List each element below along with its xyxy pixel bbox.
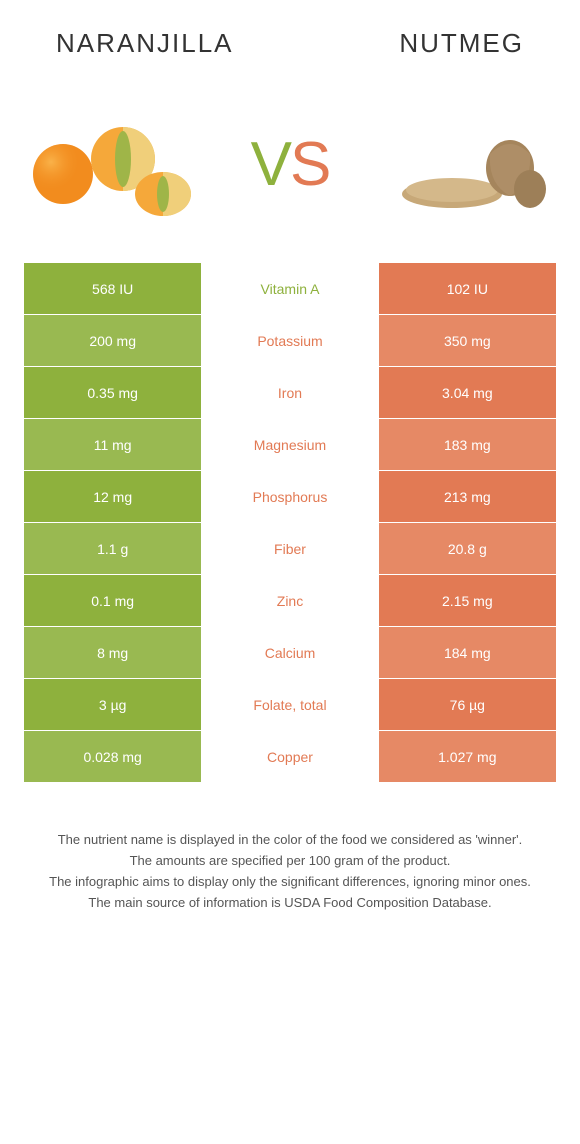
left-value: 12 mg <box>24 471 201 523</box>
note-line: The main source of information is USDA F… <box>32 894 548 913</box>
naranjilla-image <box>28 99 198 229</box>
title-left: NARANJILLA <box>56 28 234 59</box>
table-row: 1.1 gFiber20.8 g <box>24 523 556 575</box>
left-value: 568 IU <box>24 263 201 315</box>
nutrient-label: Copper <box>201 731 378 783</box>
left-value: 11 mg <box>24 419 201 471</box>
right-value: 102 IU <box>379 263 556 315</box>
right-value: 183 mg <box>379 419 556 471</box>
table-row: 3 µgFolate, total76 µg <box>24 679 556 731</box>
table-row: 0.028 mgCopper1.027 mg <box>24 731 556 783</box>
nutrient-label: Fiber <box>201 523 378 575</box>
right-value: 184 mg <box>379 627 556 679</box>
v-letter: V <box>251 130 290 199</box>
right-value: 2.15 mg <box>379 575 556 627</box>
nutrient-label: Iron <box>201 367 378 419</box>
titles-row: NARANJILLA Nutmeg <box>0 0 580 59</box>
comparison-table: 568 IUVitamin A102 IU200 mgPotassium350 … <box>24 263 556 783</box>
right-value: 1.027 mg <box>379 731 556 783</box>
vs-label: VS <box>251 129 330 200</box>
note-line: The amounts are specified per 100 gram o… <box>32 852 548 871</box>
footer-notes: The nutrient name is displayed in the co… <box>32 831 548 912</box>
nutrient-label: Phosphorus <box>201 471 378 523</box>
table-row: 0.35 mgIron3.04 mg <box>24 367 556 419</box>
left-value: 8 mg <box>24 627 201 679</box>
s-letter: S <box>290 130 329 199</box>
right-value: 3.04 mg <box>379 367 556 419</box>
left-value: 200 mg <box>24 315 201 367</box>
note-line: The nutrient name is displayed in the co… <box>32 831 548 850</box>
left-value: 0.35 mg <box>24 367 201 419</box>
table-row: 8 mgCalcium184 mg <box>24 627 556 679</box>
nutrient-label: Potassium <box>201 315 378 367</box>
left-value: 0.1 mg <box>24 575 201 627</box>
table-row: 200 mgPotassium350 mg <box>24 315 556 367</box>
right-value: 76 µg <box>379 679 556 731</box>
nutrient-label: Zinc <box>201 575 378 627</box>
nutrient-label: Vitamin A <box>201 263 378 315</box>
right-value: 20.8 g <box>379 523 556 575</box>
nutrient-label: Folate, total <box>201 679 378 731</box>
right-value: 213 mg <box>379 471 556 523</box>
left-value: 1.1 g <box>24 523 201 575</box>
note-line: The infographic aims to display only the… <box>32 873 548 892</box>
table-row: 0.1 mgZinc2.15 mg <box>24 575 556 627</box>
table-row: 11 mgMagnesium183 mg <box>24 419 556 471</box>
left-value: 0.028 mg <box>24 731 201 783</box>
nutrient-label: Calcium <box>201 627 378 679</box>
title-right: Nutmeg <box>399 28 524 59</box>
images-row: VS <box>0 59 580 263</box>
nutmeg-image <box>382 99 552 229</box>
nutrient-label: Magnesium <box>201 419 378 471</box>
left-value: 3 µg <box>24 679 201 731</box>
table-row: 568 IUVitamin A102 IU <box>24 263 556 315</box>
table-row: 12 mgPhosphorus213 mg <box>24 471 556 523</box>
right-value: 350 mg <box>379 315 556 367</box>
